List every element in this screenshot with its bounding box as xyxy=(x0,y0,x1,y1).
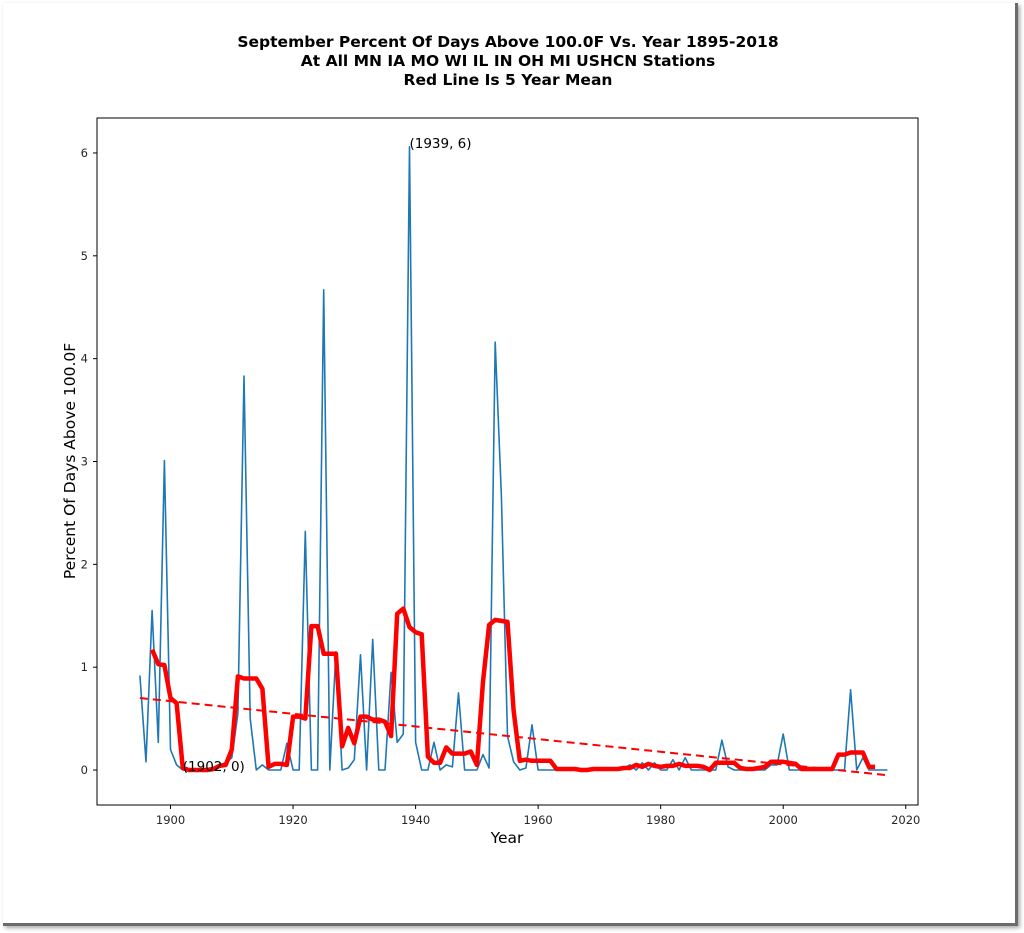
five-year-mean-line xyxy=(150,606,876,773)
title-line-3: Red Line Is 5 Year Mean xyxy=(404,71,613,89)
x-tick-label: 1920 xyxy=(278,813,307,827)
x-tick-label: 1940 xyxy=(401,813,430,827)
y-tick-label: 1 xyxy=(81,660,88,674)
title-line-1: September Percent Of Days Above 100.0F V… xyxy=(237,33,778,51)
x-axis-label: Year xyxy=(490,829,524,847)
y-tick-label: 5 xyxy=(81,249,88,263)
y-tick-label: 2 xyxy=(81,557,88,571)
x-tick-label: 1980 xyxy=(646,813,675,827)
y-tick-label: 0 xyxy=(81,763,88,777)
x-tick-label: 1900 xyxy=(156,813,185,827)
y-tick-label: 3 xyxy=(81,455,88,469)
annotations: (1939, 6) (1902, 0) xyxy=(183,136,472,775)
title-line-2: At All MN IA MO WI IL IN OH MI USHCN Sta… xyxy=(301,52,715,70)
y-tick-label: 6 xyxy=(81,146,88,160)
y-axis-label: Percent Of Days Above 100.0F xyxy=(61,343,79,579)
chart-title: September Percent Of Days Above 100.0F V… xyxy=(237,33,778,89)
series-group xyxy=(139,146,888,777)
x-tick-label: 2020 xyxy=(891,813,920,827)
x-axis-ticks: 1900 1920 1940 1960 1980 2000 2020 xyxy=(156,805,920,827)
y-axis-ticks: 0 1 2 3 4 5 6 xyxy=(81,146,97,777)
x-tick-label: 2000 xyxy=(769,813,798,827)
annual-percent-line xyxy=(139,146,888,771)
figure-frame: September Percent Of Days Above 100.0F V… xyxy=(3,3,1018,926)
x-tick-label: 1960 xyxy=(523,813,552,827)
chart: September Percent Of Days Above 100.0F V… xyxy=(61,33,920,847)
point-annotation: (1939, 6) xyxy=(409,136,471,152)
trend-line xyxy=(139,697,888,777)
plot-area xyxy=(96,117,919,806)
y-tick-label: 4 xyxy=(81,352,88,366)
point-annotation: (1902, 0) xyxy=(183,759,245,775)
